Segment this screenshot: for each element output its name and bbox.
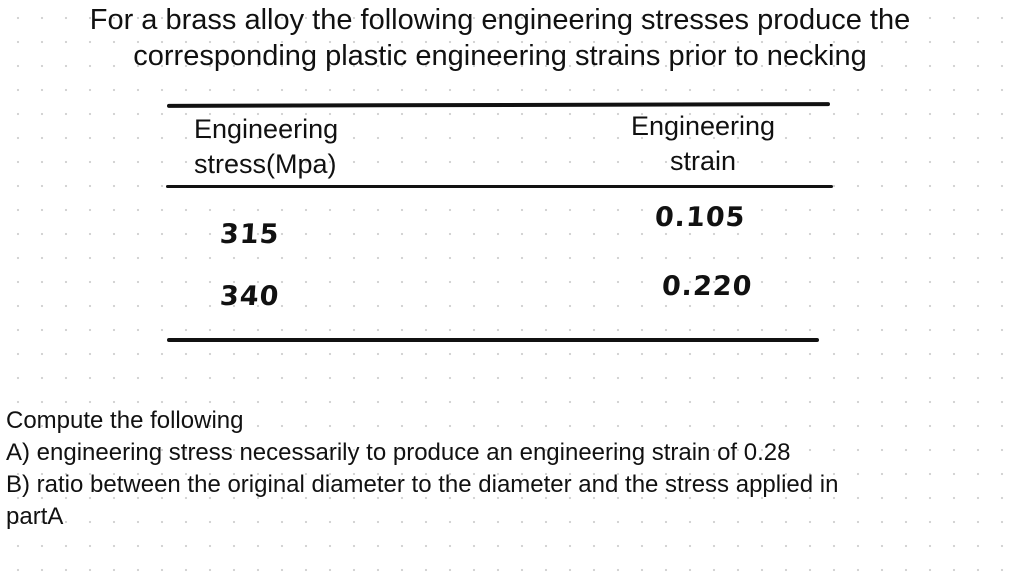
table-top-rule (166, 102, 831, 108)
question-part-b-continuation: partA (6, 503, 64, 530)
question-block: Compute the following A) engineering str… (6, 405, 1006, 533)
column-header-strain: Engineering strain (610, 109, 796, 179)
heading-line-1: For a brass alloy the following engineer… (89, 4, 911, 36)
table-cell-stress-row-1: 315 (218, 219, 281, 250)
table-cell-stress-row-2: 340 (218, 281, 281, 312)
table-cell-strain-row-1: 0.105 (653, 202, 747, 233)
heading-line-2: corresponding plastic engineering strain… (133, 40, 867, 72)
column-header-strain-line-2: strain (669, 146, 737, 176)
problem-heading: For a brass alloy the following engineer… (0, 2, 1000, 74)
column-header-stress-line-1: Engineering (194, 114, 339, 144)
table-header-rule (166, 185, 833, 188)
question-part-b: B) ratio between the original diameter t… (6, 471, 839, 498)
column-header-strain-line-1: Engineering (630, 111, 776, 141)
column-header-stress: Engineering stress(Mpa) (194, 112, 338, 182)
table-cell-strain-row-2: 0.220 (660, 271, 754, 302)
question-intro: Compute the following (6, 407, 244, 434)
column-header-stress-line-2: stress(Mpa) (194, 149, 337, 179)
table-bottom-rule (167, 338, 819, 342)
question-part-a: A) engineering stress necessarily to pro… (6, 439, 791, 466)
